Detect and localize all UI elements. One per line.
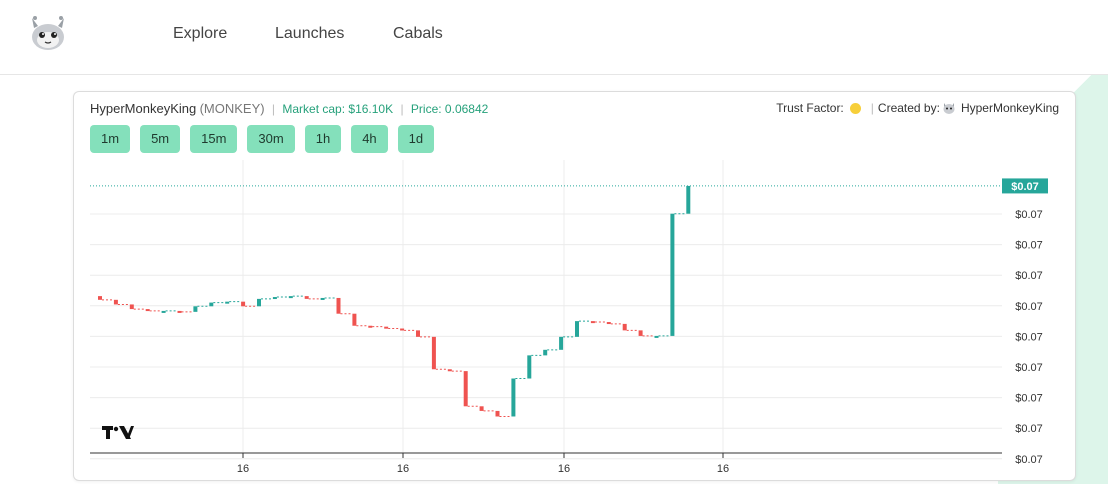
candle [304, 296, 309, 299]
candle [527, 355, 532, 379]
candle [272, 297, 277, 300]
token-name: HyperMonkeyKing [90, 101, 197, 116]
candle [559, 336, 564, 350]
candle [400, 328, 405, 331]
candle [670, 213, 675, 336]
timeframe-selector: 1m 5m 15m 30m 1h 4h 1d [90, 125, 435, 153]
candle [129, 304, 134, 310]
candle [654, 335, 659, 338]
candle [431, 336, 436, 370]
top-nav: Explore Launches Cabals [0, 0, 1108, 75]
y-tick-label: $0.07 [1015, 393, 1043, 405]
candle [511, 378, 516, 417]
token-meta: Trust Factor: | Created by: HyperMonkeyK… [776, 101, 1059, 115]
candle [606, 322, 611, 325]
candle [161, 310, 166, 313]
candle [368, 325, 373, 328]
x-axis-ticks: 16 16 16 16 [237, 463, 729, 475]
x-tick-label: 16 [558, 463, 570, 475]
current-price-tag-label: $0.07 [1011, 181, 1039, 193]
candle [590, 321, 595, 324]
timeframe-5m-button[interactable]: 5m [140, 125, 181, 153]
tradingview-logo-icon [102, 426, 134, 439]
timeframe-15m-button[interactable]: 15m [190, 125, 238, 153]
current-price-tag-bg [1002, 178, 1048, 194]
y-tick-label: $0.07 [1015, 301, 1043, 313]
market-cap: Market cap: $16.10K [282, 102, 394, 116]
y-tick-label: $0.07 [1015, 240, 1043, 252]
cat-logo-icon[interactable] [24, 12, 72, 52]
candle [288, 296, 293, 299]
candle [145, 309, 150, 312]
vertical-gridlines [242, 160, 724, 458]
horizontal-gridlines [90, 213, 1002, 460]
separator: | [870, 101, 874, 115]
separator: | [400, 102, 404, 116]
timeframe-1h-button[interactable]: 1h [304, 125, 342, 153]
candle [416, 330, 420, 337]
x-tick-label: 16 [397, 463, 409, 475]
y-tick-label: $0.07 [1015, 270, 1043, 282]
candle [193, 306, 198, 312]
y-axis-ticks: $0.07 $0.07 $0.07 $0.07 $0.07 $0.07 $0.07 $0.07… [1015, 209, 1043, 466]
candle [479, 406, 484, 411]
creator-name[interactable]: HyperMonkeyKing [960, 101, 1059, 115]
current-price-tag: $0.07 [1002, 178, 1048, 194]
candle [686, 185, 691, 214]
candles [98, 185, 691, 417]
candle [447, 369, 452, 372]
timeframe-4h-button[interactable]: 4h [351, 125, 388, 153]
token-info: HyperMonkeyKing (MONKEY) | Market cap: $… [90, 101, 488, 116]
candle [622, 323, 627, 331]
token-ticker: (MONKEY) [199, 101, 265, 116]
candle [543, 349, 548, 356]
candle [495, 410, 500, 417]
price-chart[interactable]: $0.07 $0.07 $0.07 $0.07 $0.07 $0.07 $0.07 $0.07… [90, 160, 1058, 480]
candle [225, 301, 230, 304]
timeframe-1d-button[interactable]: 1d [397, 125, 435, 153]
x-tick-label: 16 [237, 463, 249, 475]
y-tick-label: $0.07 [1015, 209, 1043, 221]
candle [98, 296, 102, 300]
nav-launches-link[interactable]: Launches [275, 25, 345, 42]
candle [384, 326, 389, 329]
candle [241, 301, 246, 307]
token-chart-card: HyperMonkeyKing (MONKEY) | Market cap: $… [73, 91, 1076, 481]
candle [209, 302, 214, 307]
candle [257, 298, 261, 307]
candle [463, 371, 468, 407]
candle [113, 299, 118, 305]
y-tick-label: $0.07 [1015, 362, 1043, 374]
trust-factor-indicator-icon [849, 102, 861, 114]
candle [320, 297, 325, 300]
candle [352, 313, 357, 326]
created-by-label: Created by: [877, 101, 940, 115]
candle [638, 330, 643, 336]
nav-explore-link[interactable]: Explore [173, 25, 228, 42]
timeframe-30m-button[interactable]: 30m [247, 125, 295, 153]
timeframe-1m-button[interactable]: 1m [90, 125, 131, 153]
nav-cabals-link[interactable]: Cabals [393, 25, 443, 42]
y-tick-label: $0.07 [1015, 454, 1043, 466]
candle [177, 310, 182, 313]
creator-avatar-icon[interactable] [942, 101, 956, 115]
y-tick-label: $0.07 [1015, 423, 1043, 435]
trust-factor-label: Trust Factor: [776, 101, 844, 115]
candle [575, 321, 579, 337]
x-tick-label: 16 [717, 463, 729, 475]
separator: | [271, 102, 276, 116]
candle [336, 297, 341, 314]
y-tick-label: $0.07 [1015, 331, 1043, 343]
price: Price: 0.06842 [410, 102, 489, 116]
